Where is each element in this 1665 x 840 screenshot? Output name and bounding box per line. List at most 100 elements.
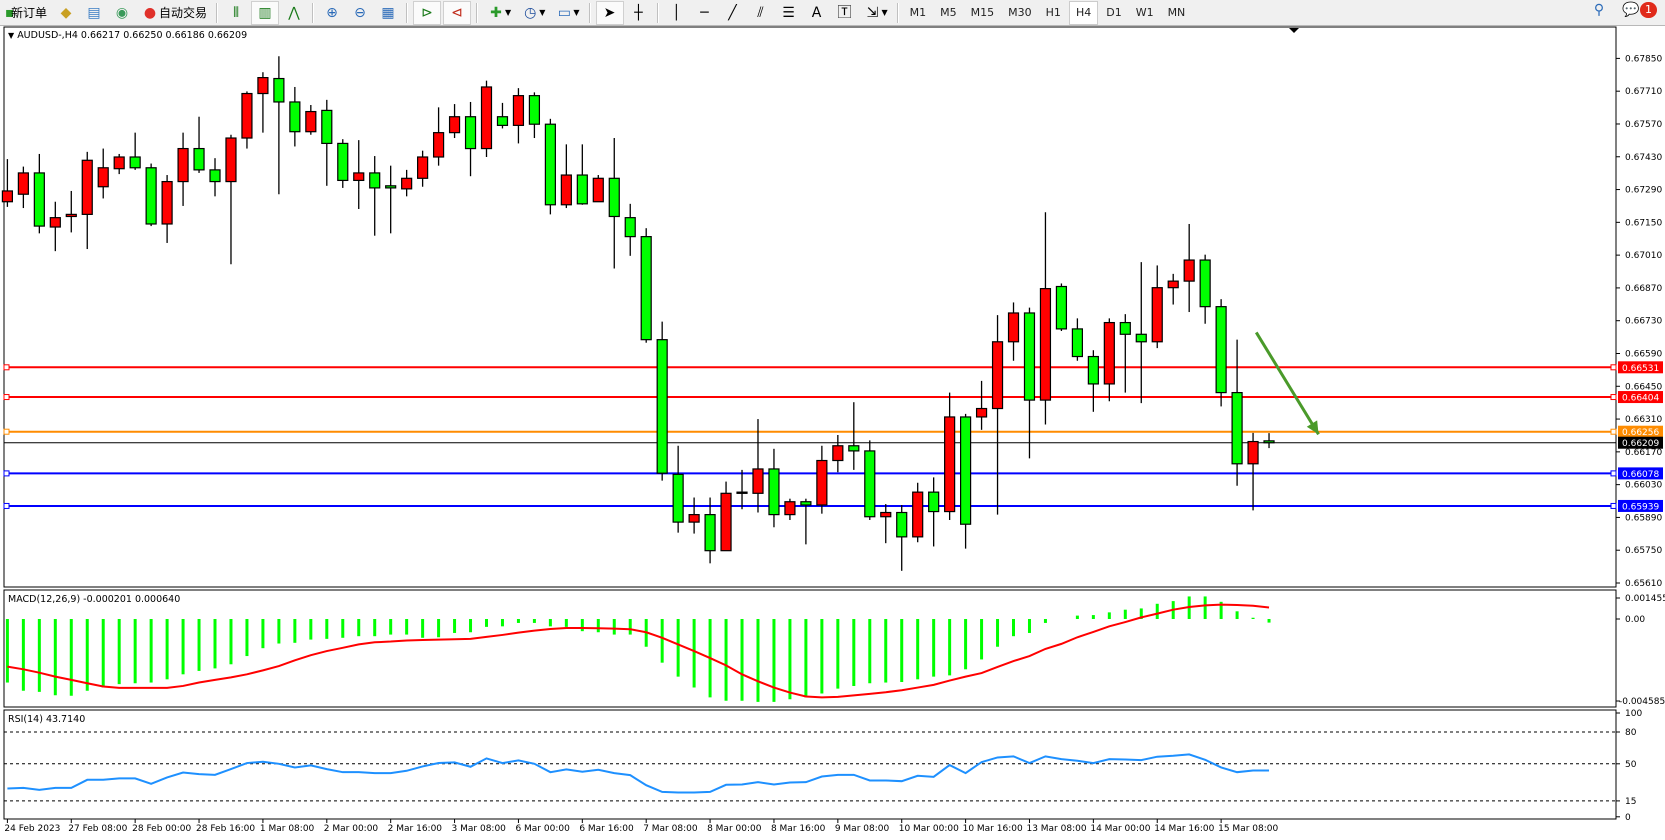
notifications-button[interactable]: 💬 1 bbox=[1622, 1, 1657, 19]
rsi-axis-label: 0 bbox=[1625, 813, 1631, 823]
bull-candle bbox=[113, 156, 125, 170]
crosshair-icon: ┼ bbox=[634, 4, 643, 21]
bear-candle bbox=[1263, 440, 1275, 444]
bull-candle bbox=[1183, 259, 1195, 282]
bear-candle bbox=[864, 450, 876, 518]
price-axis-label: 0.66730 bbox=[1625, 317, 1662, 327]
time-axis-label: 28 Feb 00:00 bbox=[132, 824, 191, 834]
toolbar: ▪ 新订单 ◆ ▤ ◉ ● 自动交易 ⫴ ▥ ⋀ ⊕ ⊖ ▦ ⊳ ⊲ ✚ ▼ ◷ ▼… bbox=[0, 0, 1665, 26]
horizontal-line-icon: ─ bbox=[700, 4, 709, 21]
indicators-button[interactable]: ✚ ▼ bbox=[483, 2, 515, 24]
zoom-in-button[interactable]: ⊕ bbox=[319, 2, 345, 24]
timeframe-m5[interactable]: M5 bbox=[940, 6, 957, 19]
text-button[interactable]: A bbox=[804, 2, 830, 24]
timeframe-w1[interactable]: W1 bbox=[1135, 6, 1154, 19]
time-axis-label: 3 Mar 08:00 bbox=[452, 824, 507, 834]
chart-shift-marker-icon bbox=[1289, 28, 1299, 33]
chart-header: ▼ AUDUSD-,H4 0.66217 0.66250 0.66186 0.6… bbox=[8, 30, 247, 41]
auto-trading-button[interactable]: ● 自动交易 bbox=[137, 2, 211, 24]
signals-button[interactable]: ◉ bbox=[109, 2, 135, 24]
bull-candle bbox=[177, 147, 189, 183]
price-level-badge-text: 0.66531 bbox=[1622, 364, 1659, 374]
timeframe-m15[interactable]: M15 bbox=[970, 6, 995, 19]
bull-candle bbox=[560, 174, 572, 206]
fibonacci-button[interactable]: ☰ bbox=[776, 2, 802, 24]
trendline-button[interactable]: ╱ bbox=[720, 2, 746, 24]
timeframe-m1[interactable]: M1 bbox=[909, 6, 927, 19]
rsi-axis-label: 15 bbox=[1625, 797, 1636, 807]
chart-window[interactable]: 0.67850 0.67710 0.67570 0.67430 0.67290 0.671… bbox=[0, 26, 1665, 840]
auto-scroll-icon: ⊳ bbox=[421, 4, 433, 21]
time-axis-label: 9 Mar 08:00 bbox=[835, 824, 890, 834]
navigator-button[interactable]: ▤ bbox=[81, 2, 107, 24]
bull-candle bbox=[720, 492, 732, 552]
timeframe-h4[interactable]: H4 bbox=[1068, 0, 1099, 25]
bear-candle bbox=[145, 167, 157, 225]
rsi-axis-label: 100 bbox=[1625, 709, 1642, 719]
macd-axis-label: -0.004585 bbox=[1619, 697, 1665, 707]
market-watch-icon: ◆ bbox=[60, 4, 72, 21]
price-level-badge bbox=[1618, 361, 1663, 374]
line-chart-button[interactable]: ⋀ bbox=[281, 2, 307, 24]
bear-candle bbox=[672, 473, 684, 523]
notification-badge: 1 bbox=[1640, 2, 1657, 18]
level-handle bbox=[1610, 364, 1617, 371]
market-watch-button[interactable]: ◆ bbox=[53, 2, 79, 24]
templates-button[interactable]: ▭ ▼ bbox=[551, 2, 583, 24]
text-label-button[interactable]: 🅃 bbox=[832, 2, 858, 24]
macd-axis-label: 0.00 bbox=[1625, 615, 1645, 625]
macd-axis-label: 0.001455 bbox=[1625, 594, 1665, 604]
chart-shift-button[interactable]: ⊲ bbox=[443, 0, 472, 25]
price-level-badge bbox=[1618, 391, 1663, 404]
zoom-out-button[interactable]: ⊖ bbox=[347, 2, 373, 24]
price-axis-label: 0.66870 bbox=[1625, 284, 1662, 294]
toolbar-separator bbox=[476, 2, 479, 23]
bear-candle bbox=[273, 77, 285, 103]
timeframes-bar: M1 M5 M15 M30 H1 H4 D1 W1 MN bbox=[903, 0, 1193, 25]
periods-button[interactable]: ◷ ▼ bbox=[517, 2, 549, 24]
bear-candle bbox=[321, 109, 333, 145]
auto-scroll-button[interactable]: ⊳ bbox=[413, 0, 442, 25]
chart-header-text: AUDUSD-,H4 0.66217 0.66250 0.66186 0.662… bbox=[17, 30, 248, 41]
bear-candle bbox=[369, 172, 381, 189]
timeframe-m30[interactable]: M30 bbox=[1008, 6, 1032, 19]
tile-windows-button[interactable]: ▦ bbox=[375, 2, 401, 24]
equidistant-channel-button[interactable]: ⫽ bbox=[748, 2, 774, 24]
rsi-line bbox=[7, 753, 1270, 794]
price-level-badge-text: 0.65939 bbox=[1622, 502, 1659, 512]
bull-candle bbox=[161, 180, 173, 225]
search-icon[interactable]: ⚲ bbox=[1593, 2, 1605, 18]
crosshair-button[interactable]: ┼ bbox=[626, 2, 652, 24]
new-order-button[interactable]: ▪ 新订单 bbox=[1, 2, 51, 24]
timeframe-mn[interactable]: MN bbox=[1167, 6, 1186, 19]
bull-candle bbox=[832, 445, 844, 462]
chart-menu-triangle-icon[interactable]: ▼ bbox=[8, 31, 15, 40]
arrows-button[interactable]: ⇲ ▼ bbox=[860, 2, 892, 24]
bar-chart-icon: ⫴ bbox=[233, 4, 239, 21]
bear-candle bbox=[337, 142, 349, 182]
price-axis-label: 0.65610 bbox=[1625, 579, 1662, 589]
bear-candle bbox=[289, 101, 301, 133]
price-level-badge-text: 0.66078 bbox=[1622, 470, 1659, 480]
timeframe-h1[interactable]: H1 bbox=[1045, 6, 1061, 19]
bear-candle bbox=[1135, 333, 1147, 343]
price-axis-label: 0.67430 bbox=[1625, 153, 1662, 163]
toolbar-separator bbox=[896, 2, 899, 23]
horizontal-line-button[interactable]: ─ bbox=[692, 2, 718, 24]
cursor-button[interactable]: ➤ bbox=[595, 0, 624, 25]
timeframe-d1[interactable]: D1 bbox=[1106, 6, 1122, 19]
time-axis-label: 1 Mar 08:00 bbox=[260, 824, 315, 834]
bear-candle bbox=[1119, 321, 1131, 335]
bull-candle bbox=[241, 92, 253, 139]
level-handle bbox=[3, 364, 10, 371]
bull-candle bbox=[1039, 288, 1052, 401]
bar-chart-button[interactable]: ⫴ bbox=[223, 2, 249, 24]
bull-candle bbox=[975, 407, 988, 418]
candlestick-button[interactable]: ▥ bbox=[251, 0, 280, 25]
bear-candle bbox=[1055, 285, 1068, 330]
bull-candle bbox=[448, 116, 461, 134]
price-axis-label: 0.67710 bbox=[1625, 87, 1662, 97]
price-level-badge bbox=[1618, 425, 1663, 438]
bear-candle bbox=[656, 339, 668, 474]
vertical-line-button[interactable]: │ bbox=[664, 2, 690, 24]
